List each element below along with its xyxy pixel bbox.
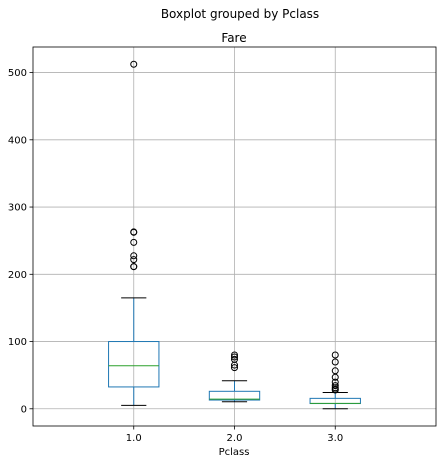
outlier-point (130, 238, 138, 246)
box-group-3.0 (309, 351, 361, 410)
iqr-box (208, 390, 261, 401)
outlier-point (231, 351, 238, 359)
x-tick-label: 1.0 (126, 433, 142, 444)
grid-lines (33, 47, 436, 426)
outlier-point (331, 382, 339, 390)
outlier-point (331, 378, 339, 386)
y-tick-label: 200 (8, 270, 27, 281)
outlier-point (130, 263, 138, 271)
iqr-box (108, 341, 160, 388)
y-tick-label: 100 (8, 337, 27, 348)
outlier-point (130, 252, 138, 260)
y-tick-label: 300 (8, 203, 27, 214)
y-tick-label: 500 (8, 68, 27, 79)
outlier-point (231, 364, 238, 372)
outlier-point (231, 355, 238, 363)
y-tick-label: 0 (21, 404, 27, 415)
box-group-2.0 (208, 351, 261, 403)
outlier-point (331, 367, 339, 375)
box-group-1.0 (108, 60, 160, 406)
x-tick-label: 3.0 (327, 433, 343, 444)
outlier-point (130, 256, 138, 264)
box-series (108, 60, 361, 410)
outlier-point (130, 60, 138, 68)
y-tick-label: 400 (8, 135, 27, 146)
x-axis-label: Pclass (219, 447, 250, 458)
outlier-point (331, 351, 339, 359)
outlier-point (331, 358, 339, 366)
chart-title: Fare (221, 31, 246, 45)
outlier-point (130, 228, 138, 236)
outlier-point (231, 353, 238, 361)
axis-ticks: 0 100 200 300 400 500 1.0 2.0 3.0 (8, 68, 343, 444)
x-tick-label: 2.0 (227, 433, 243, 444)
chart-suptitle: Boxplot grouped by Pclass (161, 7, 319, 21)
